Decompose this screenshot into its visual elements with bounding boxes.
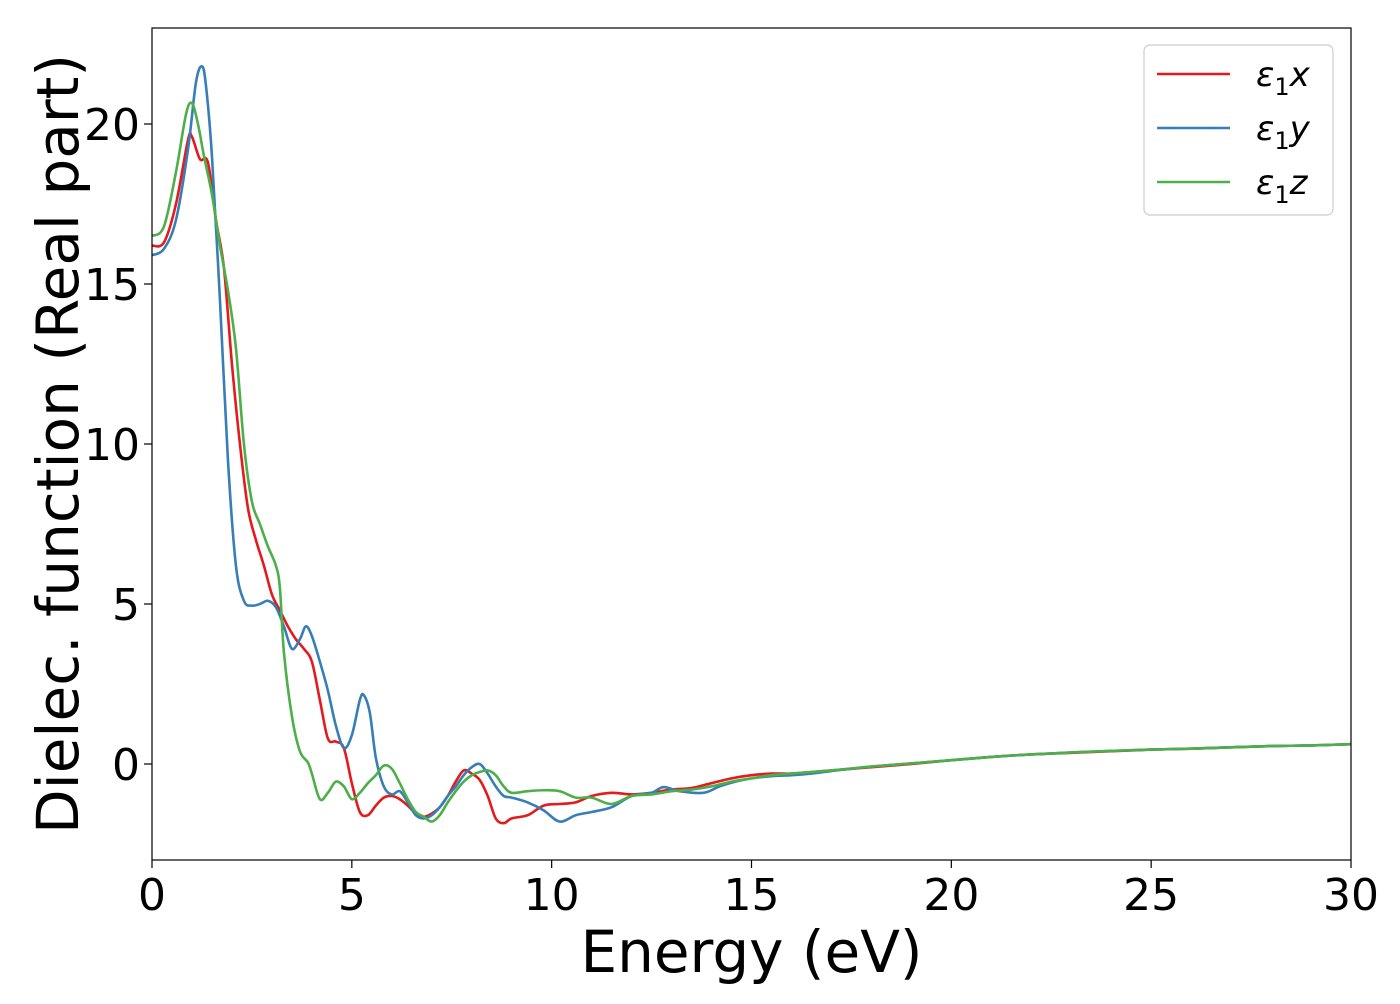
y-axis-title: Dielec. function (Real part) (24, 54, 92, 834)
y-axis-ticks: 0 5 10 15 20 (84, 100, 152, 791)
x-axis-ticks: 0 5 10 15 20 25 30 (138, 860, 1379, 921)
y-tick-label: 15 (84, 260, 140, 311)
y-tick-label: 5 (112, 580, 140, 631)
legend-box (1143, 44, 1334, 216)
legend: ε1x ε1y ε1z (1143, 44, 1334, 216)
x-axis-title: Energy (eV) (580, 918, 922, 986)
x-tick-label: 5 (338, 870, 366, 921)
series-line-z (152, 101, 1351, 823)
legend-entry-x: ε1x (1157, 55, 1311, 101)
legend-entry-y: ε1y (1157, 109, 1311, 155)
legend-label: ε1y (1256, 109, 1311, 155)
x-tick-label: 15 (724, 870, 780, 921)
x-tick-label: 25 (1123, 870, 1179, 921)
legend-label: ε1z (1256, 163, 1309, 209)
x-tick-label: 20 (923, 870, 979, 921)
y-tick-label: 0 (112, 740, 140, 791)
legend-entry-z: ε1z (1157, 163, 1309, 209)
x-tick-label: 10 (524, 870, 580, 921)
y-tick-label: 10 (84, 420, 140, 471)
series-layer (152, 65, 1351, 825)
plot-area-frame (151, 27, 1352, 861)
x-tick-label: 0 (138, 870, 166, 921)
legend-label: ε1x (1256, 55, 1311, 101)
y-tick-label: 20 (84, 100, 140, 151)
series-line-x (152, 131, 1351, 825)
x-tick-label: 30 (1323, 870, 1379, 921)
